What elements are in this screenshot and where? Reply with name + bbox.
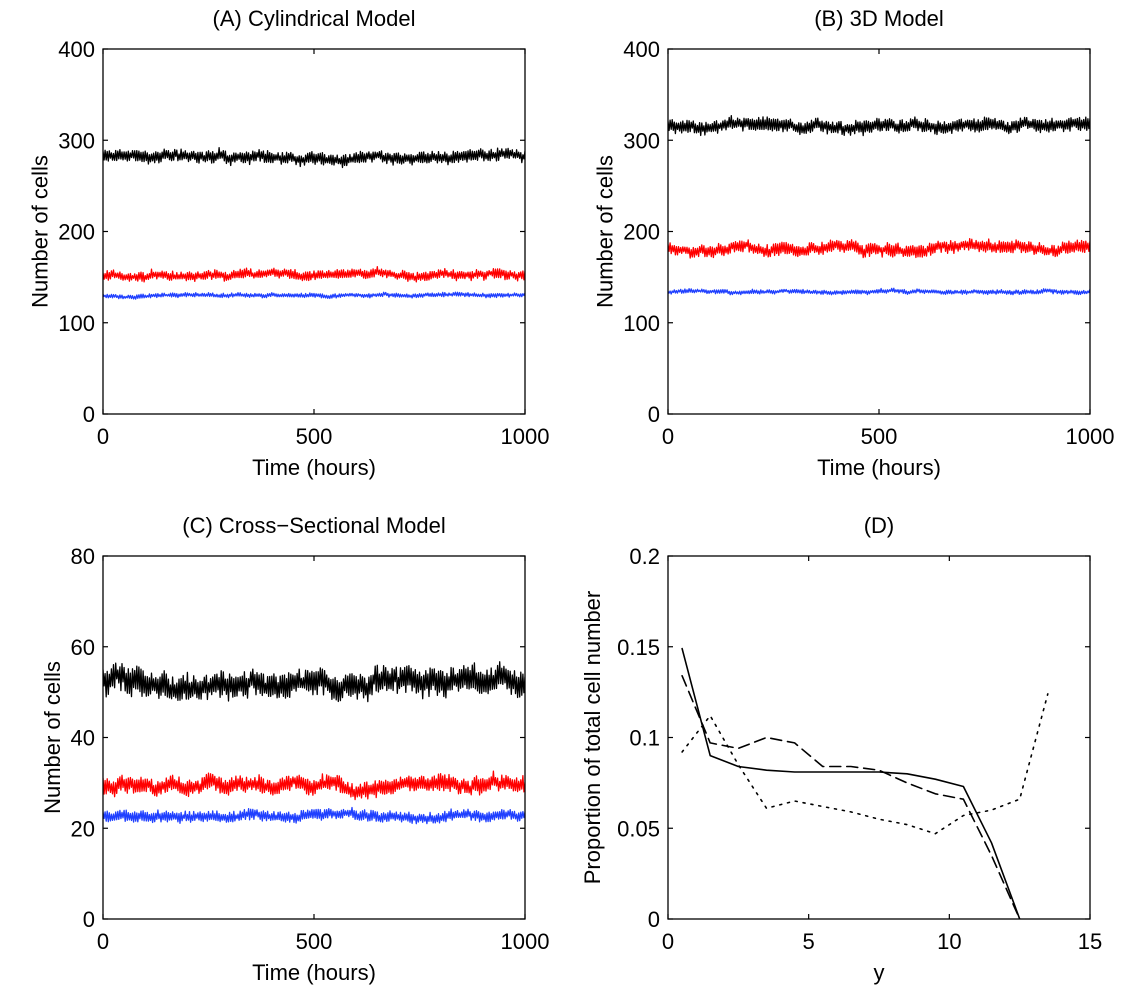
series-group (103, 661, 525, 825)
x-tick-label: 1000 (501, 929, 550, 954)
y-axis-label: Proportion of total cell number (580, 591, 605, 885)
chart-title: (D) (864, 513, 895, 538)
series-group (681, 647, 1049, 919)
x-tick-label: 0 (97, 929, 109, 954)
y-tick-label: 0 (648, 402, 660, 427)
y-tick-label: 300 (58, 128, 95, 153)
plot-area (103, 49, 525, 414)
plot-area (668, 556, 1090, 919)
y-tick-label: 20 (71, 816, 95, 841)
series-group (668, 115, 1090, 296)
x-tick-label: 15 (1078, 929, 1102, 954)
y-tick-label: 40 (71, 726, 95, 751)
x-tick-label: 500 (296, 929, 333, 954)
y-tick-label: 0 (83, 402, 95, 427)
x-tick-label: 0 (662, 929, 674, 954)
chart-title: (B) 3D Model (814, 6, 944, 31)
series-line-2 (103, 806, 525, 825)
x-tick-label: 1000 (501, 424, 550, 449)
y-tick-label: 300 (623, 128, 660, 153)
y-tick-label: 0.2 (629, 544, 660, 569)
x-axis-label: Time (hours) (252, 960, 376, 985)
series-line-2 (681, 693, 1049, 835)
y-tick-label: 200 (58, 220, 95, 245)
chart-title: (A) Cylindrical Model (213, 6, 416, 31)
y-tick-label: 400 (623, 37, 660, 62)
y-tick-label: 100 (623, 311, 660, 336)
x-tick-label: 5 (803, 929, 815, 954)
x-tick-label: 500 (861, 424, 898, 449)
chart-panel-1: 0 500 1000 0 100 200 300 400 (B) 3D Model Time (h… (593, 6, 1115, 480)
series-line-1 (103, 770, 525, 801)
series-line-2 (103, 291, 525, 300)
series-line-0 (103, 661, 525, 703)
x-tick-label: 500 (296, 424, 333, 449)
y-tick-label: 0 (83, 907, 95, 932)
x-tick-label: 1000 (1066, 424, 1115, 449)
series-line-1 (103, 266, 525, 283)
series-line-2 (668, 287, 1090, 296)
plot-area (103, 556, 525, 919)
y-tick-label: 0 (648, 907, 660, 932)
x-tick-label: 0 (662, 424, 674, 449)
y-axis-label: Number of cells (28, 155, 53, 308)
y-tick-label: 0.1 (629, 726, 660, 751)
y-tick-label: 80 (71, 544, 95, 569)
y-tick-label: 60 (71, 635, 95, 660)
x-tick-label: 10 (937, 929, 961, 954)
series-line-0 (681, 647, 1021, 919)
x-axis-label: Time (hours) (817, 455, 941, 480)
y-axis-label: Number of cells (40, 661, 65, 814)
y-tick-label: 200 (623, 220, 660, 245)
chart-panel-0: 0 500 1000 0 100 200 300 400 (A) Cylindrical Mod… (28, 6, 550, 480)
series-line-0 (103, 147, 525, 169)
series-line-1 (681, 674, 1021, 919)
chart-panel-2: 0 500 1000 0 20 40 60 80 (C) Cross−Sectional Mod… (40, 513, 549, 985)
y-tick-label: 400 (58, 37, 95, 62)
chart-title: (C) Cross−Sectional Model (182, 513, 445, 538)
series-group (103, 147, 525, 300)
y-tick-label: 100 (58, 311, 95, 336)
x-tick-label: 0 (97, 424, 109, 449)
y-tick-label: 0.05 (617, 816, 660, 841)
x-axis-label: y (874, 960, 885, 985)
chart-panel-3: 0 5 10 15 0 0.05 0.1 0.15 0.2 (D) y Proportion of t… (580, 513, 1102, 985)
series-line-0 (668, 115, 1090, 137)
x-axis-label: Time (hours) (252, 455, 376, 480)
y-tick-label: 0.15 (617, 635, 660, 660)
series-line-1 (668, 238, 1090, 259)
plot-area (668, 49, 1090, 414)
y-axis-label: Number of cells (593, 155, 618, 308)
